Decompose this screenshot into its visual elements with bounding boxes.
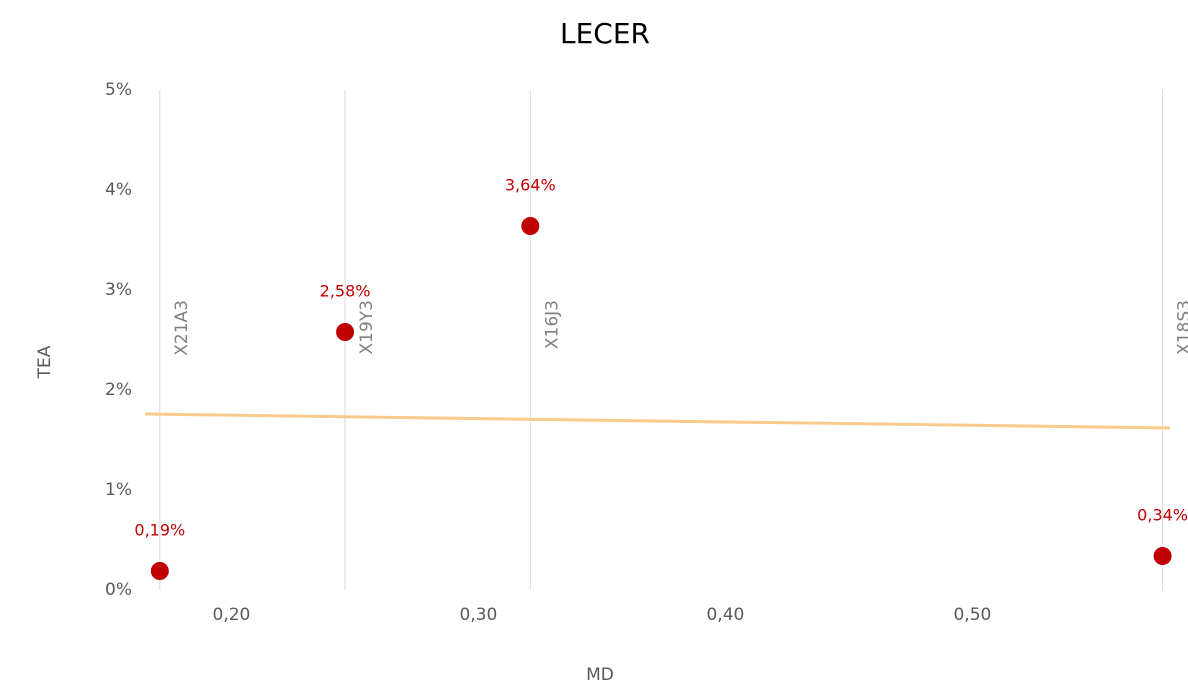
x-tick-label: 0,50 [953,605,991,625]
point-name: X19Y3 [357,300,377,354]
data-label: 0,34% [1137,506,1188,525]
y-axis-label: TEA [35,345,55,379]
x-axis-label: MD [586,665,614,684]
data-label: 2,58% [320,282,371,301]
y-tick-label: 1% [105,480,132,500]
x-tick-label: 0,40 [706,605,744,625]
y-tick-label: 0% [105,580,132,600]
data-label: 0,19% [134,521,185,540]
y-tick-label: 4% [105,180,132,200]
x-tick-label: 0,30 [460,605,498,625]
x-tick-label: 0,20 [213,605,251,625]
point-name: X18S3 [1175,300,1188,355]
point [1153,547,1172,565]
y-tick-label: 5% [105,80,132,100]
point [521,217,540,235]
trendline [144,412,1171,430]
point-name: X21A3 [172,300,192,356]
point-name: X16J3 [542,300,562,349]
y-tick-label: 2% [105,380,132,400]
data-label: 3,64% [505,176,556,195]
y-tick-label: 3% [105,280,132,300]
point [150,562,169,580]
point [336,323,355,341]
chart-title: LECER [560,17,650,50]
